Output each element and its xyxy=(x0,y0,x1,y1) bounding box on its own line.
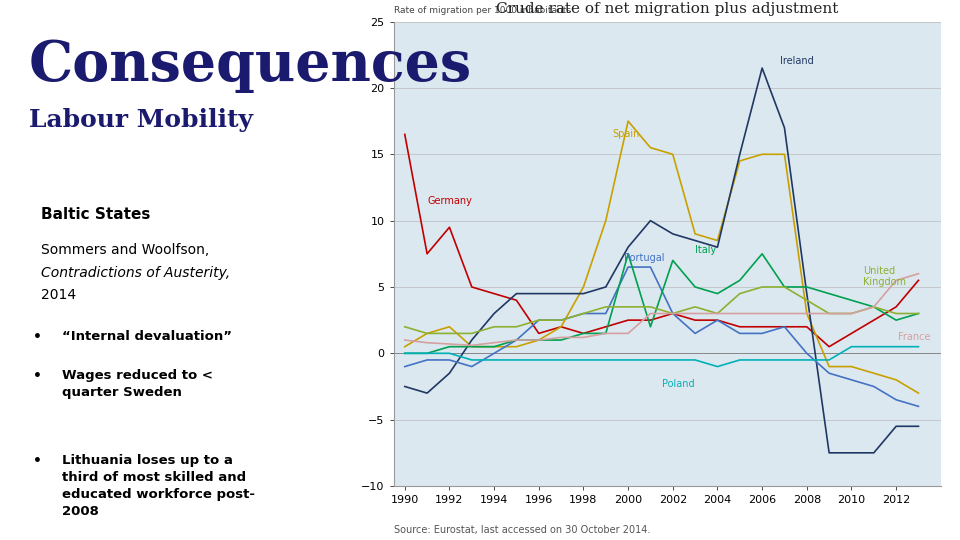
Text: Lithuania loses up to a
third of most skilled and
educated workforce post-
2008: Lithuania loses up to a third of most sk… xyxy=(61,454,254,518)
Text: Italy: Italy xyxy=(695,245,716,255)
Text: Rate of migration per 1000 inhabitants: Rate of migration per 1000 inhabitants xyxy=(394,5,570,15)
Title: Crude rate of net migration plus adjustment: Crude rate of net migration plus adjustm… xyxy=(496,2,838,16)
Text: Contradictions of Austerity,: Contradictions of Austerity, xyxy=(40,266,229,280)
Text: •: • xyxy=(34,330,42,345)
Text: Source: Eurostat, last accessed on 30 October 2014.: Source: Eurostat, last accessed on 30 Oc… xyxy=(394,524,650,535)
Text: Portugal: Portugal xyxy=(624,253,664,263)
Text: •: • xyxy=(34,454,42,468)
Text: Wages reduced to <
quarter Sweden: Wages reduced to < quarter Sweden xyxy=(61,369,213,400)
Text: Spain: Spain xyxy=(612,130,640,139)
Text: Labour Mobility: Labour Mobility xyxy=(29,108,252,132)
Text: Germany: Germany xyxy=(427,195,472,206)
Text: 2014: 2014 xyxy=(40,288,76,302)
Text: Ireland: Ireland xyxy=(780,56,814,66)
Text: Consequences: Consequences xyxy=(29,38,472,93)
Text: Sommers and Woolfson,: Sommers and Woolfson, xyxy=(40,243,208,257)
Text: “Internal devaluation”: “Internal devaluation” xyxy=(61,330,231,343)
Text: Poland: Poland xyxy=(661,379,694,389)
Text: France: France xyxy=(899,333,931,342)
Text: United
Kingdom: United Kingdom xyxy=(863,266,905,287)
Text: •: • xyxy=(34,369,42,383)
Text: Baltic States: Baltic States xyxy=(40,207,150,222)
